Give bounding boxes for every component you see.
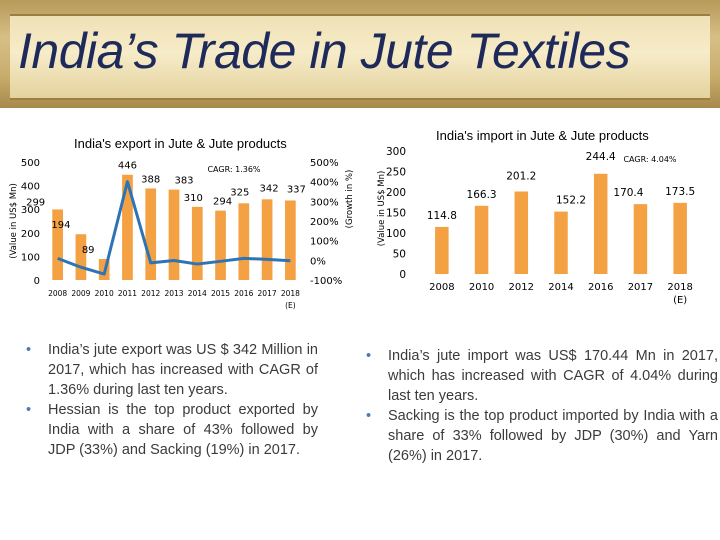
- data-label: 194: [51, 220, 70, 231]
- data-label: 337: [287, 184, 306, 195]
- cagr-annotation: CAGR: 4.04%: [623, 155, 676, 164]
- x-tick-label: 2018: [667, 282, 692, 293]
- title-banner: India’s Trade in Jute Textiles: [0, 0, 720, 108]
- x-tick-label-extra: (E): [673, 295, 687, 306]
- import-chart-title: India's import in Jute & Jute products: [436, 128, 649, 143]
- y2-tick-label: -100%: [310, 276, 342, 287]
- data-label: 152.2: [556, 195, 586, 207]
- import-bullet: Sacking is the top product imported by I…: [366, 406, 718, 466]
- y-tick-label: 500: [21, 158, 40, 169]
- y2-tick-label: 400%: [310, 178, 339, 189]
- bar: [673, 202, 687, 274]
- y2-tick-label: 300%: [310, 197, 339, 208]
- title-banner-inner: [10, 14, 710, 100]
- bar: [474, 205, 489, 274]
- data-label: 446: [118, 161, 137, 172]
- y-tick-label: 150: [386, 208, 406, 220]
- x-tick-label: 2012: [509, 282, 534, 293]
- data-label: 114.8: [427, 210, 457, 222]
- y-tick-label: 0: [34, 276, 40, 287]
- x-tick-label: 2014: [548, 282, 573, 293]
- bar: [554, 211, 568, 274]
- import-bullets: India’s jute import was US$ 170.44 Mn in…: [366, 346, 718, 466]
- bar: [285, 200, 296, 280]
- x-tick-label: 2016: [588, 282, 613, 293]
- bar: [435, 226, 449, 274]
- x-tick-label: 2017: [628, 282, 653, 293]
- y2-tick-label: 0%: [310, 256, 326, 267]
- x-tick-label: 2008: [48, 289, 67, 298]
- export-bullets: India’s jute export was US $ 342 Million…: [26, 340, 318, 460]
- page-title: India’s Trade in Jute Textiles: [18, 23, 631, 79]
- y-tick-label: 200: [386, 187, 406, 199]
- y-axis-label: (Value in US$ Mn): [9, 183, 19, 259]
- bar: [514, 191, 529, 274]
- data-label: 299: [26, 197, 45, 208]
- export-bullet: Hessian is the top product exported by I…: [26, 400, 318, 460]
- data-label: 89: [82, 245, 95, 256]
- y2-axis-label: (Growth in %): [345, 170, 355, 229]
- y-tick-label: 250: [386, 167, 406, 179]
- y-tick-label: 400: [21, 182, 40, 193]
- y2-tick-label: 100%: [310, 237, 339, 248]
- x-tick-label: 2011: [118, 289, 137, 298]
- bar: [261, 199, 273, 280]
- bar: [238, 203, 250, 280]
- growth-line: [57, 180, 291, 276]
- x-tick-label: 2010: [95, 289, 114, 298]
- x-tick-label: 2009: [71, 289, 90, 298]
- bar: [122, 174, 133, 280]
- y-tick-label: 300: [21, 205, 40, 216]
- x-tick-label: 2008: [429, 282, 454, 293]
- bar: [168, 189, 180, 280]
- y2-tick-label: 200%: [310, 217, 339, 228]
- data-label: 310: [184, 193, 203, 204]
- bar: [145, 188, 157, 280]
- data-label: 166.3: [467, 189, 497, 201]
- data-label: 342: [260, 183, 279, 194]
- cagr-annotation: CAGR: 1.36%: [207, 165, 260, 174]
- y-axis-label: (Value in US$ Mn): [377, 171, 387, 247]
- y-tick-label: 100: [386, 228, 406, 240]
- bar: [191, 206, 203, 280]
- data-label: 201.2: [506, 171, 536, 183]
- y-tick-label: 200: [21, 229, 40, 240]
- x-tick-label: 2010: [469, 282, 494, 293]
- import-bullet: India’s jute import was US$ 170.44 Mn in…: [366, 346, 718, 406]
- x-tick-label-extra: (E): [285, 301, 296, 310]
- x-tick-label: 2013: [164, 289, 183, 298]
- y-tick-label: 300: [386, 146, 406, 158]
- data-label: 244.4: [586, 151, 616, 163]
- data-label: 383: [174, 176, 193, 187]
- x-tick-label: 2018: [281, 289, 300, 298]
- bar: [75, 234, 87, 280]
- y-tick-label: 100: [21, 252, 40, 263]
- bar: [633, 204, 648, 274]
- export-chart: 500 400 300 200 100 0 500% 400% 300% 200% 100% 0% -1…: [9, 158, 355, 310]
- x-tick-label: 2014: [188, 289, 207, 298]
- x-tick-label: 2012: [141, 289, 160, 298]
- x-tick-label: 2015: [211, 289, 230, 298]
- bar: [215, 210, 226, 280]
- data-label: 388: [141, 174, 160, 185]
- export-bullet: India’s jute export was US $ 342 Million…: [26, 340, 318, 400]
- data-label: 170.4: [613, 187, 643, 199]
- export-chart-title: India's export in Jute & Jute products: [74, 136, 287, 151]
- import-chart: 300 250 200 150 100 50 0 (Value in US$ Mn) 114.8…: [377, 146, 695, 306]
- y-tick-label: 0: [399, 269, 406, 281]
- bar: [52, 209, 63, 280]
- data-label: 294: [213, 197, 232, 208]
- x-tick-label: 2016: [234, 289, 253, 298]
- x-tick-label: 2017: [258, 289, 277, 298]
- bar: [593, 173, 608, 274]
- data-label: 173.5: [665, 186, 695, 198]
- y2-tick-label: 500%: [310, 158, 339, 169]
- y-tick-label: 50: [393, 249, 406, 261]
- data-label: 325: [230, 187, 249, 198]
